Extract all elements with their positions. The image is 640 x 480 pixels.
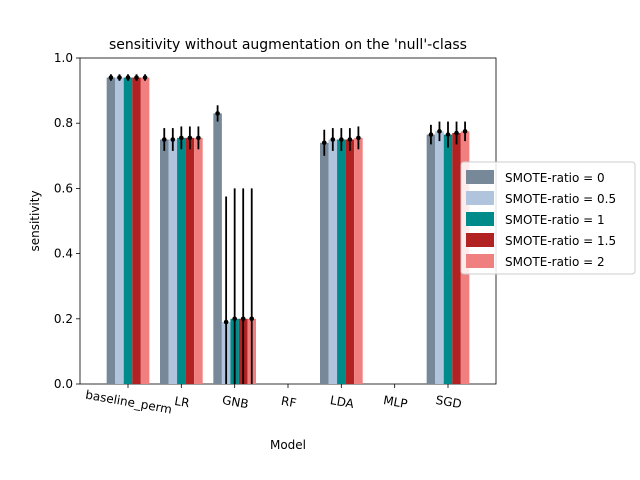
bar-LR-series-0 — [160, 139, 169, 384]
errorbar-marker-LR-series-1 — [170, 137, 176, 142]
bar-baseline_perm-series-1 — [115, 77, 124, 384]
y-tick-label-1: 0.2 — [54, 312, 73, 326]
bar-LDA-series-2 — [337, 139, 346, 384]
errorbar-marker-LDA-series-1 — [330, 137, 336, 142]
legend-label-1: SMOTE-ratio = 0.5 — [505, 192, 616, 206]
legend-label-3: SMOTE-ratio = 1.5 — [505, 234, 616, 248]
bar-LDA-series-0 — [320, 142, 329, 384]
errorbar-marker-GNB-series-2 — [232, 316, 237, 322]
errorbar-marker-LDA-series-2 — [339, 137, 344, 142]
errorbar-marker-SGD-series-3 — [454, 130, 459, 136]
bar-SGD-series-2 — [443, 134, 453, 384]
bar-SGD-series-3 — [452, 132, 461, 384]
x-tick-label-LDA: LDA — [329, 393, 356, 411]
errorbar-marker-LDA-series-4 — [356, 135, 361, 141]
errorbar-marker-SGD-series-0 — [428, 132, 434, 137]
legend-label-0: SMOTE-ratio = 0 — [505, 171, 605, 185]
bar-baseline_perm-series-4 — [140, 77, 150, 384]
legend: SMOTE-ratio = 0 SMOTE-ratio = 0.5 SMOTE-ra… — [460, 161, 636, 275]
x-tick-label-GNB: GNB — [221, 393, 250, 411]
x-tick-label-MLP: MLP — [382, 393, 408, 411]
x-axis: baseline_perm LR GNB RF LDA MLP SGD — [84, 384, 463, 417]
bar-LR-series-3 — [185, 137, 195, 384]
bar-GNB-series-0 — [213, 113, 222, 385]
bar-LDA-series-3 — [345, 139, 355, 384]
bar-SGD-series-0 — [426, 134, 436, 384]
plot-area — [79, 57, 497, 385]
chart-title: sensitivity without augmentation on the … — [109, 37, 467, 53]
bar-SGD-series-1 — [435, 131, 444, 384]
errorbars-group — [108, 74, 468, 384]
errorbar-marker-SGD-series-1 — [437, 129, 442, 134]
y-tick-label-3: 0.6 — [54, 181, 73, 195]
x-tick-label-baseline_perm: baseline_perm — [84, 388, 173, 417]
legend-swatch-1 — [466, 191, 494, 205]
errorbar-marker-LR-series-2 — [179, 135, 184, 141]
y-tick-label-0: 0.0 — [54, 377, 73, 391]
errorbar-marker-baseline_perm-series-3 — [134, 75, 139, 80]
errorbar-marker-LR-series-4 — [196, 135, 201, 141]
bar-LR-series-2 — [177, 137, 186, 384]
bar-baseline_perm-series-3 — [132, 77, 141, 384]
y-tick-label-5: 1.0 — [54, 51, 73, 65]
errorbar-marker-GNB-series-1 — [223, 319, 229, 325]
y-tick-label-4: 0.8 — [54, 116, 73, 130]
errorbar-marker-baseline_perm-series-4 — [142, 75, 148, 80]
legend-swatch-3 — [466, 233, 494, 247]
errorbar-marker-LR-series-3 — [187, 135, 193, 141]
legend-label-2: SMOTE-ratio = 1 — [505, 213, 605, 227]
legend-label-4: SMOTE-ratio = 2 — [505, 255, 605, 269]
bar-LDA-series-4 — [354, 137, 363, 384]
y-axis: 0.0 0.2 0.4 0.6 0.8 1.0 — [54, 51, 80, 391]
errorbar-marker-LR-series-0 — [161, 137, 167, 142]
y-tick-label-2: 0.4 — [54, 247, 73, 261]
errorbar-marker-GNB-series-4 — [249, 316, 255, 322]
errorbar-marker-LDA-series-3 — [347, 137, 353, 142]
bar-LR-series-4 — [194, 137, 203, 384]
legend-box — [460, 161, 636, 275]
x-tick-label-SGD: SGD — [435, 393, 463, 411]
errorbar-marker-SGD-series-2 — [445, 132, 451, 137]
legend-swatch-0 — [466, 170, 494, 184]
bar-LDA-series-1 — [328, 139, 338, 384]
bar-baseline_perm-series-0 — [106, 77, 116, 384]
x-axis-label: Model — [270, 438, 306, 452]
errorbar-marker-baseline_perm-series-2 — [125, 75, 131, 80]
x-tick-label-RF: RF — [280, 394, 298, 410]
errorbar-marker-GNB-series-3 — [240, 316, 246, 322]
errorbar-marker-baseline_perm-series-1 — [117, 75, 122, 80]
errorbar-marker-baseline_perm-series-0 — [108, 75, 114, 80]
errorbar-marker-GNB-series-0 — [215, 111, 220, 116]
legend-swatch-4 — [466, 254, 494, 268]
bar-LR-series-1 — [168, 139, 178, 384]
legend-swatch-2 — [466, 212, 494, 226]
bar-baseline_perm-series-2 — [123, 77, 133, 384]
y-axis-label: sensitivity — [28, 190, 42, 251]
x-tick-label-LR: LR — [173, 394, 190, 410]
errorbar-marker-LDA-series-0 — [321, 140, 327, 146]
errorbar-marker-SGD-series-4 — [462, 129, 468, 134]
